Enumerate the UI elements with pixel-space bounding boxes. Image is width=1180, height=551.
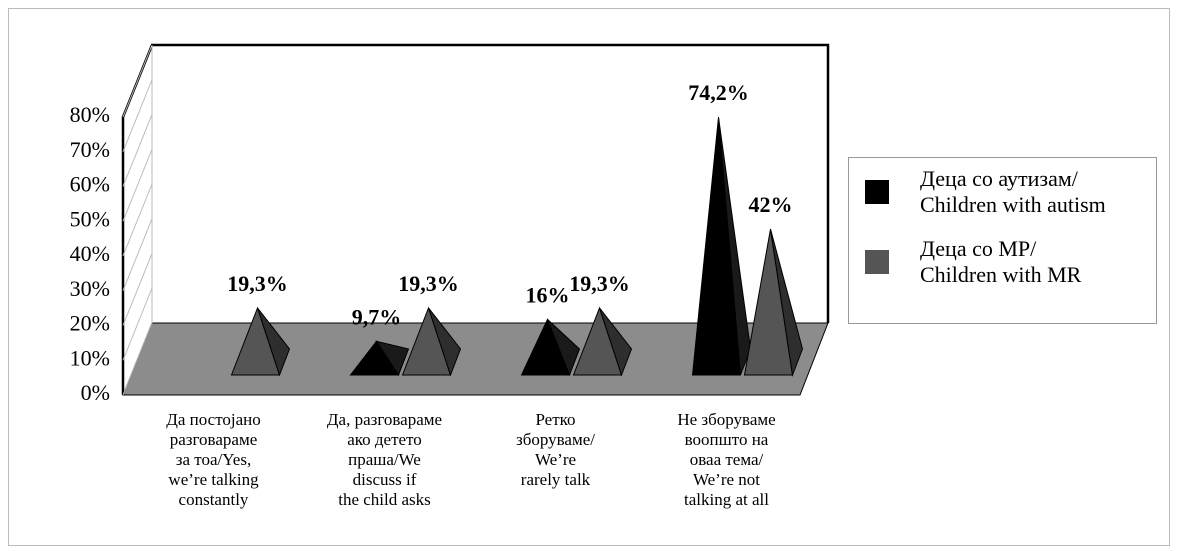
value-label: 19,3% [398, 271, 459, 296]
pyramid-side [547, 319, 581, 377]
x-tick-label: Не зборуваме воопшто на оваа тема/ We’re… [677, 410, 776, 509]
legend-swatch [865, 250, 889, 274]
legend-label: Деца со МР/ Children with MR [920, 236, 1082, 287]
grid-line [122, 253, 153, 326]
y-tick-label: 30% [70, 276, 110, 301]
legend-box [848, 157, 1157, 324]
y-tick-label: 40% [70, 241, 110, 266]
pyramid [401, 306, 462, 377]
grid-line [122, 288, 153, 361]
y-tick-label: 50% [70, 206, 110, 231]
walls [123, 45, 828, 395]
legend-swatch [865, 180, 889, 204]
pyramid [520, 318, 581, 377]
value-label: 19,3% [227, 271, 288, 296]
pyramid-side [257, 307, 291, 377]
grid-line [122, 44, 153, 118]
frame [8, 8, 1170, 546]
y-tick-label: 20% [70, 311, 110, 336]
y-tick-label: 70% [70, 137, 110, 162]
pyramid [572, 306, 633, 377]
grid-line [122, 114, 153, 187]
pyramid [349, 340, 410, 377]
pyramid-side [718, 117, 752, 376]
y-tick-label: 60% [70, 172, 110, 197]
grid-line [122, 183, 153, 257]
value-label: 42% [749, 192, 793, 217]
y-tick-label: 0% [81, 380, 110, 405]
legend-label: Деца со аутизам/ Children with autism [920, 166, 1106, 217]
pyramid-side [770, 228, 804, 377]
grid-line [122, 322, 153, 396]
value-label: 16% [526, 282, 570, 307]
y-tick-label: 80% [70, 102, 110, 127]
grid-line [122, 218, 153, 291]
value-label: 74,2% [688, 80, 749, 105]
pyramid [230, 306, 291, 377]
pyramid-side [375, 340, 410, 377]
pyramid-side [599, 307, 633, 377]
y-tick-label: 10% [70, 345, 110, 370]
x-tick-label: Ретко зборуваме/ We’re rarely talk [515, 410, 595, 489]
value-label: 9,7% [352, 304, 402, 329]
value-label: 19,3% [569, 271, 630, 296]
pyramid-side [428, 307, 462, 377]
grid-line [122, 79, 153, 152]
x-tick-label: Да постојано разговараме за тоа/Yes, we’… [166, 410, 261, 509]
pyramid [691, 117, 752, 376]
grid-line [122, 149, 153, 222]
pyramid [743, 228, 804, 377]
x-tick-label: Да, разговараме ако детето праша/We disc… [326, 410, 443, 509]
